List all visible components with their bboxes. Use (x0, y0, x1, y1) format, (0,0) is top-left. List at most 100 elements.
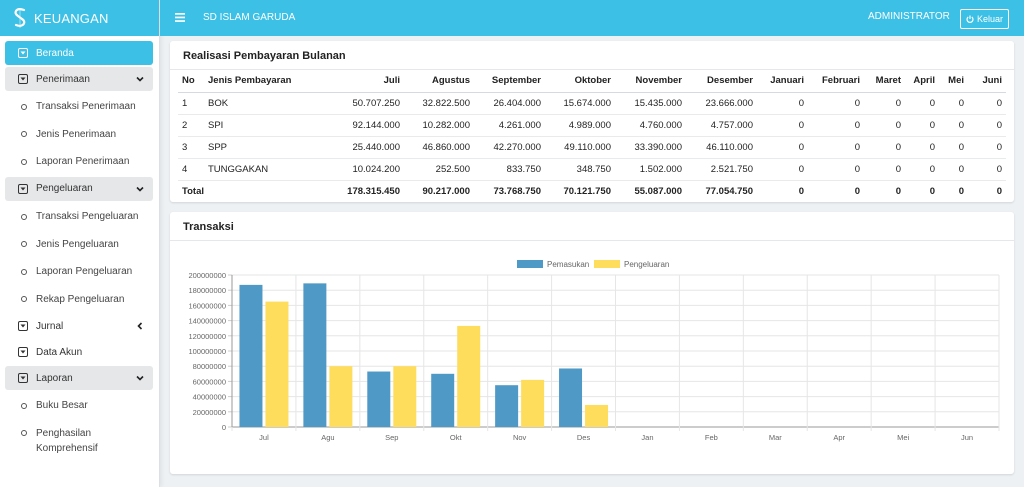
table-cell: 46.860.000 (404, 136, 474, 159)
bar-pengeluaran (265, 301, 289, 427)
table-cell: 0 (939, 92, 968, 115)
topbar: SD ISLAM GARUDA ADMINISTRATOR Keluar (160, 0, 1024, 36)
table-cell: 0 (905, 136, 939, 159)
table-cell: BOK (204, 92, 304, 115)
caret-box-icon (18, 183, 28, 194)
y-tick-label: 120000000 (188, 332, 226, 341)
chevron-down-icon (136, 186, 144, 192)
legend-label: Pemasukan (547, 260, 589, 269)
table-cell: 73.768.750 (493, 185, 541, 197)
table-cell: 32.822.500 (404, 92, 474, 115)
circle-icon (21, 103, 27, 110)
sidebar-item-laporan[interactable]: Laporan (5, 366, 153, 391)
sidebar-item-penerimaan[interactable]: Penerimaan (5, 67, 153, 91)
sidebar-subitem-label: Buku Besar (36, 400, 88, 412)
table-cell: 70.121.750 (563, 185, 611, 197)
sidebar-subitem-penghasilan-komprehensif[interactable]: Penghasilan Komprehensif (0, 420, 159, 464)
sidebar-item-jurnal[interactable]: Jurnal (5, 314, 153, 338)
sidebar-item-pengeluaran[interactable]: Pengeluaran (5, 176, 153, 201)
table-cell: 0 (808, 92, 864, 115)
user-name[interactable]: ADMINISTRATOR (868, 11, 950, 22)
column-header: Mei (939, 70, 968, 93)
sidebar-item-label: Data Akun (36, 346, 83, 358)
table-cell: 15.674.000 (545, 92, 615, 115)
x-tick-label: Feb (705, 433, 718, 442)
table-row: 2 SPI 92.144.000 10.282.000 4.261.000 4.989.0… (178, 114, 1006, 137)
table-cell: 23.666.000 (686, 92, 757, 115)
table-cell: 348.750 (545, 158, 615, 181)
card-title: Realisasi Pembayaran Bulanan (170, 41, 1014, 70)
x-tick-label: Mar (769, 433, 782, 442)
payment-table: No Jenis Pembayaran Juli Agustus September Ok… (178, 70, 1006, 202)
sidebar-subitem-transaksi-penerimaan[interactable]: Transaksi Penerimaan (0, 93, 159, 121)
table-cell: 0 (854, 185, 860, 197)
x-tick-label: Des (577, 433, 591, 442)
sidebar-subitem-jenis-penerimaan[interactable]: Jenis Penerimaan (0, 121, 159, 149)
sidebar-subitem-laporan-penerimaan[interactable]: Laporan Penerimaan (0, 148, 159, 176)
school-name: SD ISLAM GARUDA (203, 12, 296, 23)
sidebar-subitem-label: Transaksi Pengeluaran (36, 211, 139, 223)
table-cell: 0 (808, 114, 864, 137)
y-tick-label: 160000000 (188, 301, 226, 310)
column-header: Desember (686, 70, 757, 93)
y-tick-label: 0 (222, 423, 226, 432)
table-cell: 0 (798, 185, 804, 197)
sidebar-subitem-rekap-pengeluaran[interactable]: Rekap Pengeluaran (0, 286, 159, 314)
table-cell: 0 (864, 136, 905, 159)
sidebar-subitem-jenis-pengeluaran[interactable]: Jenis Pengeluaran (0, 230, 159, 258)
circle-icon (21, 296, 27, 303)
logout-button[interactable]: Keluar (960, 9, 1009, 29)
sidebar-subitem-label: Jenis Pengeluaran (36, 238, 119, 250)
bar-pengeluaran (585, 404, 609, 427)
sidebar-subitem-buku-besar[interactable]: Buku Besar (0, 392, 159, 420)
table-cell: 42.270.000 (474, 136, 545, 159)
brand[interactable]: KEUANGAN (0, 0, 159, 36)
menu-toggle-icon[interactable] (175, 13, 185, 22)
table-row: 4 TUNGGAKAN 10.024.200 252.500 833.750 348.75… (178, 158, 1006, 181)
table-cell: 4.757.000 (686, 114, 757, 137)
sidebar-subitem-label: Penghasilan Komprehensif (36, 427, 98, 454)
table-cell: 0 (808, 158, 864, 181)
column-header: Jenis Pembayaran (204, 70, 304, 93)
column-header: Juli (304, 70, 404, 93)
y-tick-label: 100000000 (188, 347, 226, 356)
table-row: 1 BOK 50.707.250 32.822.500 26.404.000 15.674… (178, 92, 1006, 115)
sidebar-item-label: Jurnal (36, 320, 64, 332)
column-header: April (905, 70, 939, 93)
table-cell: 0 (864, 92, 905, 115)
sidebar-subitem-laporan-pengeluaran[interactable]: Laporan Pengeluaran (0, 258, 159, 286)
card-title: Transaksi (170, 212, 1014, 241)
sidebar-subitem-label: Jenis Penerimaan (36, 128, 117, 140)
table-cell: 0 (968, 92, 1006, 115)
sidebar-subitem-transaksi-pengeluaran[interactable]: Transaksi Pengeluaran (0, 203, 159, 231)
table-cell: 4 (178, 158, 204, 181)
x-tick-label: Sep (385, 433, 398, 442)
table-cell: 0 (939, 136, 968, 159)
bar-pemasukan (239, 284, 263, 427)
bar-pengeluaran (393, 366, 417, 427)
table-cell: 0 (757, 92, 808, 115)
power-icon (966, 15, 974, 23)
chevron-left-icon (137, 322, 143, 330)
circle-icon (21, 158, 27, 165)
column-header: Juni (968, 70, 1006, 93)
y-tick-label: 40000000 (193, 393, 226, 402)
table-cell: 0 (958, 185, 964, 197)
table-cell: 252.500 (404, 158, 474, 181)
x-tick-label: Apr (833, 433, 845, 442)
table-cell: 4.760.000 (615, 114, 686, 137)
table-cell: 0 (864, 114, 905, 137)
table-cell: 77.054.750 (705, 185, 753, 197)
table-row: 3 SPP 25.440.000 46.860.000 42.270.000 49.110… (178, 136, 1006, 159)
sidebar-item-beranda[interactable]: Beranda (5, 41, 153, 65)
sidebar-item-data-akun[interactable]: Data Akun (5, 340, 153, 364)
table-header-row: No Jenis Pembayaran Juli Agustus September Ok… (178, 70, 1006, 93)
circle-icon (21, 268, 27, 275)
table-cell: 1.502.000 (615, 158, 686, 181)
logo-icon (14, 8, 26, 28)
caret-box-icon (18, 48, 28, 58)
table-cell: 2.521.750 (686, 158, 757, 181)
table-cell: 10.282.000 (404, 114, 474, 137)
table-cell: 0 (968, 114, 1006, 137)
table-cell: 833.750 (474, 158, 545, 181)
